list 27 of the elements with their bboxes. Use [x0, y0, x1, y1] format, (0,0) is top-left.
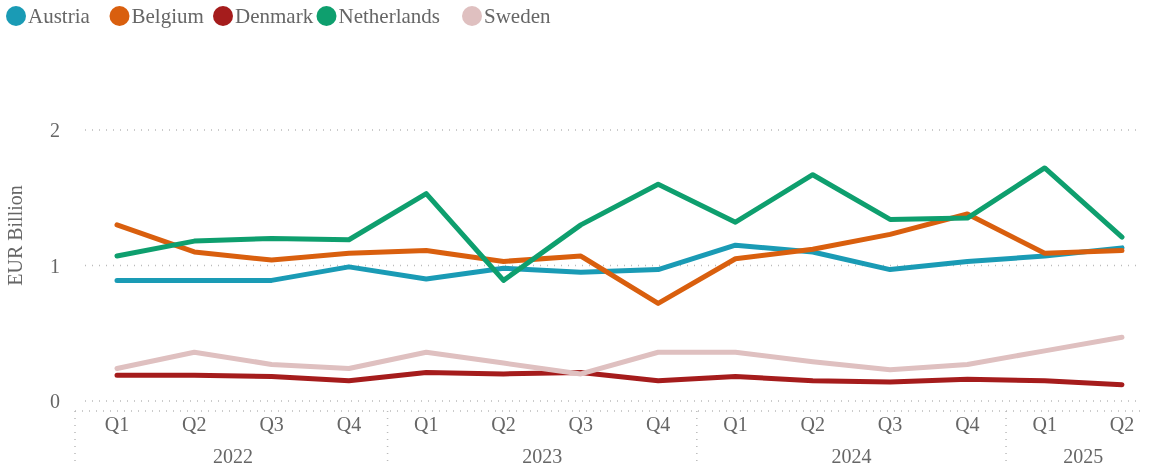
legend-label: Sweden: [484, 4, 551, 28]
x-tick-label: Q1: [414, 413, 439, 435]
text: 2022: [212, 445, 253, 466]
y-tick-label: 1: [50, 254, 60, 277]
x-tick-label: Q4: [645, 413, 671, 435]
y-tick-label: 0: [50, 390, 60, 412]
x-tick-label: Q4: [955, 413, 980, 435]
legend-label: Denmark: [235, 4, 314, 28]
x-tick-label: Q1: [723, 413, 748, 435]
x-tick-label: Q2: [182, 413, 207, 435]
x-tick-label: Q1: [104, 413, 130, 435]
x-tick-label: Q2: [1109, 413, 1135, 435]
text: 2024: [831, 445, 872, 466]
legend-label: Austria: [28, 4, 91, 28]
text: 2025: [1063, 445, 1104, 466]
x-tick-label: Q3: [259, 413, 284, 435]
x-tick-label: Q3: [877, 413, 903, 435]
legend-label: Netherlands: [338, 4, 440, 28]
x-tick-label: Q2: [800, 413, 825, 435]
y-tick-label: 2: [50, 119, 60, 141]
x-tick-label: Q1: [1032, 413, 1057, 435]
x-tick-label: Q2: [491, 413, 516, 435]
y-axis-title: EUR Billion: [4, 185, 26, 286]
x-tick-label: Q3: [568, 413, 594, 435]
text: 2023: [522, 445, 563, 466]
x-tick-label: Q4: [336, 413, 362, 435]
legend-label: Belgium: [131, 4, 204, 28]
